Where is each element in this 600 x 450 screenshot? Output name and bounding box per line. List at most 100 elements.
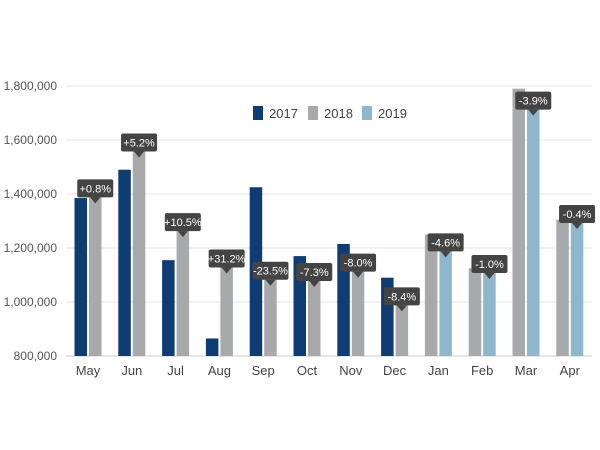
legend-label-2018: 2018 [324,106,353,121]
bar-2017-nov [337,243,350,356]
annotation-pointer [484,272,495,279]
change-annotation: -1.0% [471,254,508,279]
annotation-box [121,133,158,152]
change-annotation: +5.2% [121,133,158,158]
y-tick-label: 1,800,000 [4,79,58,93]
x-tick-label: Oct [297,363,318,378]
change-annotation: -0.4% [559,205,596,229]
annotation-label: -1.0% [475,259,504,271]
bar-2017-may [74,198,87,356]
x-tick-label: Dec [383,363,407,378]
annotation-label: -4.6% [431,237,460,249]
x-tick-label: Nov [339,363,363,378]
legend: 2017 2018 2019 [253,106,407,121]
annotation-box [252,261,289,280]
bar-2018-aug [220,265,233,356]
x-tick-label: Jul [167,363,184,378]
annotation-box [208,249,245,268]
annotation-box [427,233,464,252]
x-tick-label: Feb [471,363,493,378]
change-annotation: -8.0% [340,253,377,278]
y-tick-label: 1,200,000 [4,241,58,255]
annotation-label: +31.2% [208,254,246,266]
bar-2019-mar [527,107,540,356]
change-annotations: +0.8% +5.2% +10.5% +31.2% -23.5% -7.3% -8.0% -8… [77,91,596,312]
y-axis: 800,000 1,000,000 1,200,000 1,400,000 1,600,… [4,79,58,363]
legend-swatch-2019 [362,106,372,120]
bars [74,88,584,356]
bar-2019-feb [483,270,496,356]
bar-2018-sep [264,277,277,356]
annotation-pointer [221,267,232,274]
annotation-pointer [265,279,276,286]
x-tick-label: Jun [121,363,142,378]
annotation-label: +0.8% [80,183,112,195]
annotation-pointer [572,223,583,229]
bar-2018-may [89,195,102,356]
annotation-pointer [134,151,145,158]
annotation-label: -23.5% [253,266,288,278]
change-annotation: +31.2% [208,249,246,274]
x-tick-label: Jan [428,363,449,378]
bar-2018-feb [468,268,482,356]
change-annotation: -7.3% [296,263,333,288]
annotation-pointer [353,271,364,278]
legend-label-2019: 2019 [378,106,407,121]
change-annotation: -8.4% [383,287,420,312]
legend-swatch-2017 [253,106,263,120]
annotation-box [296,263,333,282]
legend-swatch-2018 [308,106,318,120]
y-tick-label: 1,000,000 [4,295,58,309]
annotation-box [383,287,420,306]
bar-2018-jul [176,229,190,356]
annotation-label: -0.4% [563,209,592,221]
annotation-label: -8.4% [387,291,416,303]
bar-2018-jun [132,149,146,356]
annotation-label: +10.5% [164,217,202,229]
bar-2018-nov [351,269,365,356]
y-tick-label: 1,600,000 [4,133,58,147]
annotation-pointer [440,251,451,258]
bar-2017-jul [162,260,175,356]
x-tick-label: May [76,363,101,378]
x-tick-label: Aug [208,363,231,378]
annotation-label: -7.3% [300,267,329,279]
change-annotation: +0.8% [77,179,114,204]
bar-2019-jan [439,249,452,356]
bar-2018-mar [512,88,525,356]
bar-2017-jun [118,169,131,356]
bar-2018-jan [424,234,438,356]
change-annotation: -23.5% [252,261,289,286]
change-annotation: -3.9% [515,91,552,116]
bar-2017-aug [205,338,219,356]
change-annotation: +10.5% [164,213,202,238]
bar-2018-apr [556,219,569,356]
annotation-box [340,253,377,272]
change-annotation: -4.6% [427,233,464,258]
annotation-box [559,205,596,223]
annotation-pointer [396,305,407,312]
x-tick-label: Apr [560,363,581,378]
annotation-pointer [90,197,101,204]
y-tick-label: 1,400,000 [4,187,58,201]
x-tick-label: Mar [515,363,538,378]
annotation-pointer [177,231,188,238]
bar-2017-oct [293,256,306,356]
y-tick-label: 800,000 [14,349,58,363]
x-axis: May Jun Jul Aug Sep Oct Nov Dec Jan Feb Mar Apr [76,363,581,378]
bar-2018-oct [308,279,321,356]
annotation-pointer [528,109,539,116]
legend-label-2017: 2017 [269,106,298,121]
annotation-label: -8.0% [344,258,373,270]
x-tick-label: Sep [252,363,275,378]
annotation-pointer [309,281,320,288]
bar-2019-apr [570,221,584,356]
annotation-box [471,254,508,273]
annotation-label: +5.2% [123,137,155,149]
annotation-box [515,91,552,110]
annotation-box [77,179,114,198]
annotation-label: -3.9% [519,96,548,108]
annotation-box [164,213,201,232]
bar-2018-dec [395,303,409,356]
